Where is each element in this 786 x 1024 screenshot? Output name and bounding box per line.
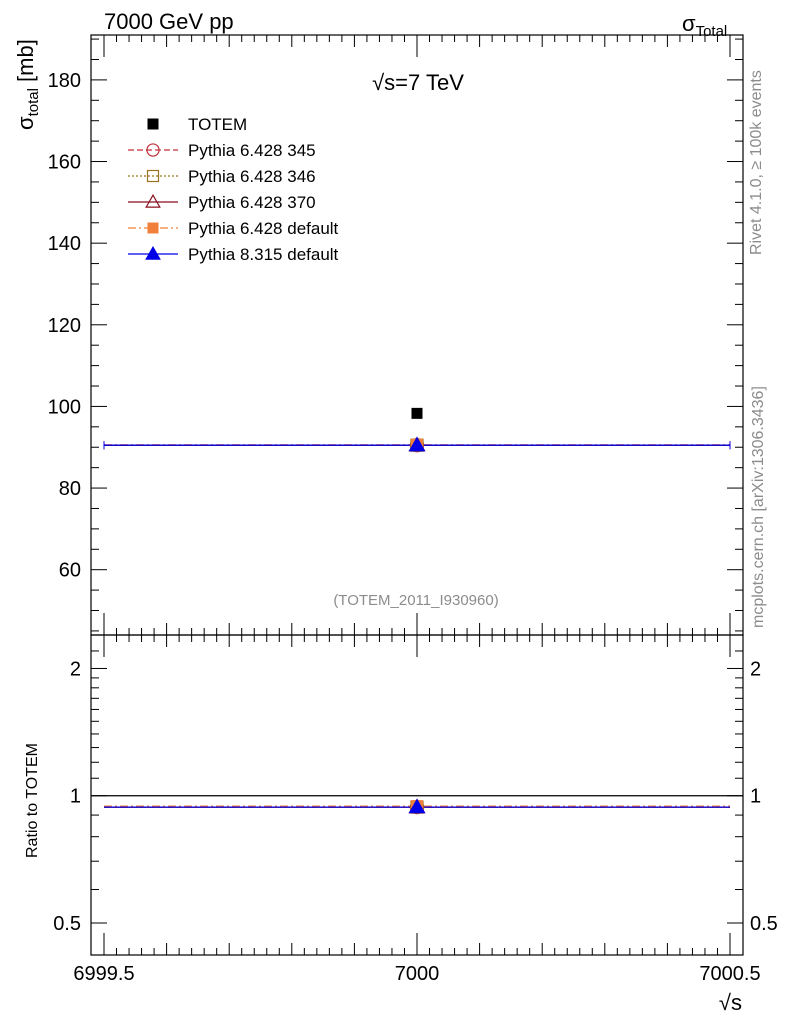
ratio-y-tick-label-right: 1 — [750, 786, 761, 808]
x-tick-label: 7000.5 — [699, 963, 760, 985]
x-ticks — [103, 35, 731, 955]
ratio-series-group — [91, 795, 743, 815]
legend: TOTEM Pythia 6.428 345 Pythia 6.428 346 Pyt… — [128, 115, 339, 264]
y-axis-subscript: total — [25, 88, 42, 116]
series-marker — [408, 436, 426, 452]
main-y-tick-label: 100 — [48, 396, 81, 418]
ratio-y-tick-label-right: 0.5 — [750, 913, 778, 935]
main-y-tick-label: 140 — [48, 233, 81, 255]
ratio-y-tick-labels: 0.5 0.5 1 1 2 2 — [53, 658, 778, 935]
main-y-ticks — [91, 38, 743, 632]
main-y-tick-label: 80 — [59, 478, 81, 500]
legend-marker — [145, 193, 161, 208]
main-y-tick-label: 160 — [48, 152, 81, 174]
x-axis-title: √s — [719, 990, 742, 1015]
legend-marker — [145, 245, 161, 260]
observable-symbol: σ — [682, 11, 696, 36]
energy-label: √s=7 TeV — [372, 70, 464, 95]
legend-marker — [146, 143, 160, 157]
legend-marker — [147, 118, 159, 130]
ratio-y-tick-label: 1 — [70, 786, 81, 808]
ratio-y-tick-label: 2 — [70, 658, 81, 680]
legend-label: Pythia 6.428 370 — [188, 193, 316, 212]
y-axis-unit: [mb] — [13, 39, 38, 88]
ratio-y-axis-title: Ratio to TOTEM — [24, 743, 41, 858]
ratio-y-ticks — [91, 650, 743, 924]
legend-label: Pythia 6.428 346 — [188, 167, 316, 186]
observable-subscript: Total — [696, 23, 728, 40]
legend-marker — [147, 222, 159, 234]
legend-marker — [146, 169, 160, 183]
legend-label: Pythia 6.428 default — [188, 219, 339, 238]
observable-label: σTotal — [682, 11, 727, 40]
beam-label: 7000 GeV pp — [104, 9, 234, 34]
ratio-y-tick-label-right: 2 — [750, 658, 761, 680]
ratio-y-tick-label: 0.5 — [53, 913, 81, 935]
analysis-id: (TOTEM_2011_I930960) — [333, 592, 498, 609]
ratio-series-marker — [408, 798, 426, 814]
main-y-tick-label: 120 — [48, 315, 81, 337]
y-axis-title: σtotal [mb] — [13, 39, 42, 130]
main-y-tick-labels: 60 80 100 120 140 160 180 — [48, 70, 81, 582]
x-tick-label: 7000 — [395, 963, 440, 985]
x-tick-label: 6999.5 — [73, 963, 134, 985]
x-tick-labels: 6999.5 7000 7000.5 — [73, 963, 760, 985]
ratio-panel-frame — [90, 634, 744, 956]
mcplots-label: mcplots.cern.ch [arXiv:1306.3436] — [750, 386, 767, 628]
rivet-label: Rivet 4.1.0, ≥ 100k events — [748, 70, 765, 255]
y-axis-symbol: σ — [13, 116, 38, 130]
legend-label: TOTEM — [188, 115, 247, 134]
main-series-group — [103, 407, 731, 453]
data-point — [411, 407, 423, 419]
legend-label: Pythia 8.315 default — [188, 245, 339, 264]
main-y-tick-label: 180 — [48, 70, 81, 92]
main-y-tick-label: 60 — [59, 560, 81, 582]
legend-label: Pythia 6.428 345 — [188, 141, 316, 160]
